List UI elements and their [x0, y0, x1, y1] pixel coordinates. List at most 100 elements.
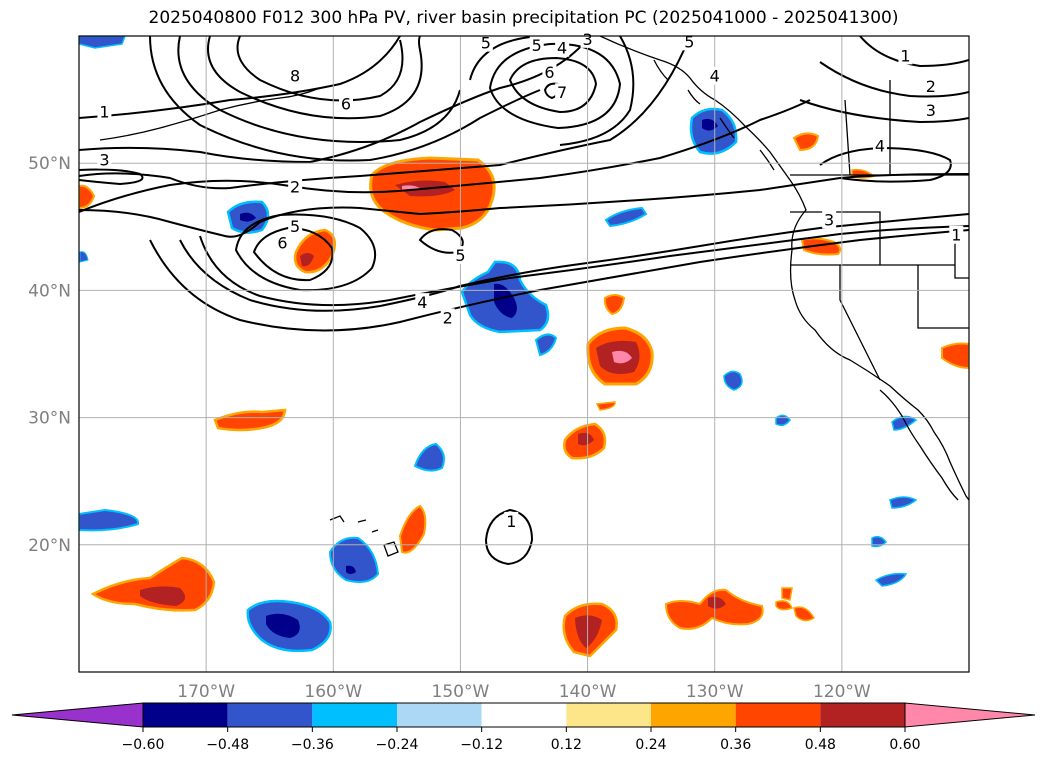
colorbar-tick-label: −0.48 — [206, 737, 249, 753]
map-frame — [78, 35, 970, 673]
chart-title: 2025040800 F012 300 hPa PV, river basin … — [148, 8, 899, 28]
aleutian-islands — [99, 87, 321, 141]
baja-california-coastline — [879, 389, 959, 501]
contour-label-mask — [97, 102, 112, 121]
contour-label-mask — [923, 101, 938, 120]
positive-anomaly-region — [800, 237, 842, 256]
pv-contour-line — [79, 36, 401, 119]
positive-anomaly-region — [781, 587, 793, 601]
contour-label-mask — [555, 83, 570, 102]
positive-anomaly-region — [213, 408, 287, 432]
hawaii-islands — [329, 515, 399, 557]
positive-anomaly-region — [941, 342, 969, 370]
contour-label-mask — [275, 233, 290, 252]
contour-label: 3 — [926, 101, 936, 120]
negative-anomaly-region — [775, 414, 791, 427]
negative-anomaly-region — [246, 599, 332, 653]
colorbar-tick-label: −0.36 — [291, 737, 334, 753]
pv-contours — [79, 36, 969, 566]
lat-tick-label: 20°N — [28, 536, 71, 556]
positive-anomaly-region — [792, 132, 820, 152]
lon-tick-label: 140°W — [559, 682, 617, 702]
contour-label: 5 — [532, 36, 542, 55]
colorbar-swatch — [820, 703, 905, 727]
contour-label-mask — [529, 36, 544, 55]
colorbar-tick-label: 0.36 — [720, 737, 751, 753]
contour-label: 7 — [557, 83, 567, 102]
contour-label: 4 — [417, 293, 427, 312]
lon-tick-label: 120°W — [813, 682, 871, 702]
contour-label: 3 — [582, 30, 592, 49]
colorbar-tick-label: −0.60 — [122, 737, 165, 753]
contour-label-mask — [873, 136, 887, 155]
pv-contour-line — [508, 56, 598, 114]
contour-label: 1 — [900, 46, 910, 65]
negative-anomaly-region — [891, 415, 918, 431]
pv-contour-line — [484, 508, 534, 566]
negative-anomaly-region — [79, 36, 126, 49]
contour-label: 4 — [557, 39, 567, 58]
coastal-islands — [653, 59, 775, 171]
pv-contour-line — [79, 168, 144, 186]
pv-contour-line — [418, 228, 464, 254]
contour-label-mask — [288, 216, 303, 235]
precipitation-anomaly-shading — [79, 36, 969, 658]
colorbar-swatch — [735, 703, 821, 727]
north-america-coastline — [599, 36, 969, 501]
positive-anomaly-region — [603, 294, 626, 316]
colorbar-tick-label: 0.12 — [551, 737, 582, 753]
colorbar-swatch — [397, 703, 482, 727]
colorbar-tick-label: 0.24 — [635, 737, 666, 753]
negative-anomaly-region — [79, 508, 140, 532]
contour-label-mask — [453, 246, 468, 265]
contour-label: 4 — [875, 137, 885, 156]
pv-contour-line — [799, 99, 969, 124]
positive-anomaly-region — [793, 606, 816, 622]
pv-contour-line — [234, 213, 376, 292]
contour-label: 5 — [684, 32, 694, 51]
colorbar-tick-label: 0.48 — [805, 737, 836, 753]
negative-anomaly-region — [328, 536, 380, 583]
contour-label-mask — [580, 29, 595, 48]
negative-anomaly-region — [889, 496, 918, 509]
contour-label: 1 — [506, 512, 516, 531]
positive-anomaly-region — [562, 602, 618, 658]
contour-label-mask — [440, 308, 455, 327]
negative-anomaly-region — [723, 370, 743, 391]
latitude-labels: 20°N 30°N 40°N 50°N — [28, 154, 71, 556]
longitude-labels: 170°W 160°W 150°W 140°W 130°W 120°W — [177, 682, 871, 702]
pv-contour-line — [199, 225, 969, 307]
pv-contour-line — [252, 226, 334, 282]
contour-label: 6 — [277, 233, 287, 252]
contour-label-mask — [478, 33, 493, 52]
colorbar-tick-label: 0.60 — [889, 737, 920, 753]
pv-contour-line — [149, 36, 541, 162]
lat-tick-label: 50°N — [28, 154, 71, 174]
contour-label: 1 — [951, 226, 961, 245]
contour-label: 6 — [544, 63, 554, 82]
positive-anomaly-region — [586, 326, 654, 386]
contour-label-mask — [339, 94, 353, 113]
contour-label: 5 — [481, 34, 491, 53]
negative-anomaly-region — [689, 107, 738, 155]
contour-label: 4 — [710, 67, 720, 86]
colorbar-outline — [142, 702, 906, 728]
positive-anomaly-region — [595, 401, 616, 411]
pv-contour-line — [149, 229, 969, 332]
positive-anomaly-region — [369, 156, 496, 232]
contour-label-mask — [923, 76, 938, 95]
pv-contour-line — [79, 173, 969, 238]
pv-contour-line — [79, 99, 811, 213]
colorbar-swatch — [227, 703, 313, 727]
colorbar-swatch — [651, 703, 736, 727]
colorbar-swatch — [143, 703, 228, 727]
positive-anomaly-region — [398, 504, 427, 554]
negative-anomaly-region — [871, 535, 887, 548]
contour-label-mask — [542, 62, 557, 81]
lon-tick-label: 150°W — [432, 682, 490, 702]
pv-contour-line — [488, 42, 622, 130]
colorbar-extend-min — [11, 702, 144, 728]
positive-anomaly-region — [775, 600, 793, 611]
